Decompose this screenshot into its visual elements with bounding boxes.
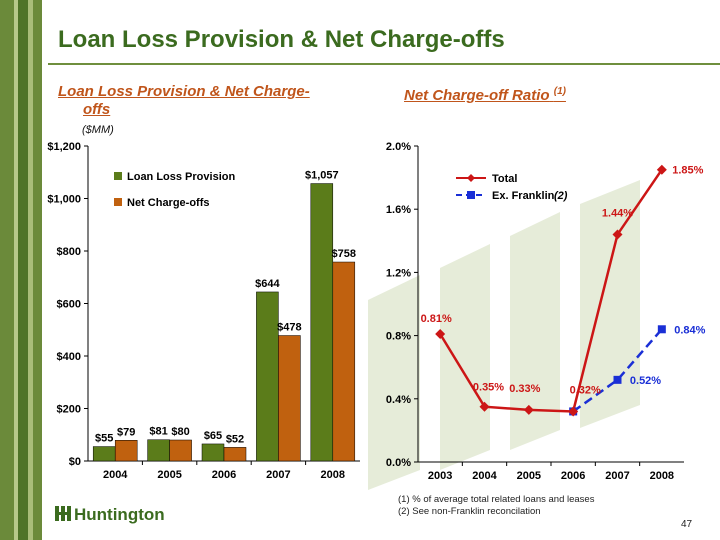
- chargeoff-bar: [169, 439, 192, 462]
- total-point: [435, 329, 446, 340]
- bar-data-label: $79: [117, 426, 135, 438]
- chargeoff-bar: [332, 261, 356, 462]
- total-point: [656, 164, 667, 175]
- total-point: [479, 401, 490, 412]
- total-series-line: [439, 168, 663, 413]
- bar-data-label: $81: [149, 426, 167, 438]
- bar-data-label: $478: [277, 322, 301, 334]
- page-number: 47: [681, 519, 693, 530]
- footnote-1: (1) % of average total related loans and…: [398, 494, 595, 505]
- left-decorative-stripe: [14, 0, 18, 540]
- chargeoff-bar: [278, 335, 301, 462]
- bar-y-tick-label: $1,200: [47, 141, 81, 153]
- left-decorative-stripe: [33, 0, 42, 540]
- ex-franklin-data-label: 0.84%: [674, 324, 705, 336]
- huntington-logo-text: Huntington: [74, 505, 165, 524]
- left-chart-subtitle: Loan Loss Provision & Net Charge- offs: [58, 83, 348, 119]
- bar-legend-label: Net Charge-offs: [127, 197, 210, 209]
- line-y-tick-label: 1.2%: [386, 267, 411, 279]
- line-y-tick-label: 1.6%: [386, 204, 411, 216]
- bar-y-tick-label: $0: [69, 456, 81, 468]
- bar-data-label: $52: [226, 433, 244, 445]
- bar-data-label: $65: [204, 430, 222, 442]
- title-divider: [48, 63, 720, 65]
- line-legend-exf-marker: [467, 191, 475, 199]
- chargeoff-bar: [223, 447, 247, 462]
- bar-y-tick-label: $1,000: [47, 194, 81, 206]
- bar-y-tick-label: $800: [57, 246, 81, 258]
- total-data-label: 0.81%: [421, 313, 452, 325]
- line-legend-exf-label: Ex. Franklin: [492, 190, 555, 202]
- footnotes: (1) % of average total related loans and…: [398, 494, 594, 518]
- left-decorative-stripe: [28, 0, 33, 540]
- total-data-label: 0.33%: [509, 383, 540, 395]
- bar-legend-swatch: [114, 198, 122, 206]
- line-y-tick-label: 0.0%: [386, 457, 411, 469]
- huntington-logo-icon: [55, 506, 71, 521]
- left-decorative-stripe: [18, 0, 28, 540]
- line-x-tick-label: 2008: [650, 470, 674, 482]
- bar-x-tick-label: 2008: [321, 469, 345, 481]
- right-chart-subtitle: Net Charge-off Ratio (1): [404, 83, 566, 105]
- total-data-label: 0.35%: [473, 382, 504, 394]
- line-legend-total-marker: [467, 174, 475, 182]
- left-chart-subtitle-line2: offs: [83, 101, 111, 118]
- left-chart-subtitle-line1: Loan Loss Provision & Net Charge-: [58, 83, 310, 100]
- line-x-tick-label: 2004: [472, 470, 497, 482]
- right-chart-subtitle-ref: (1): [553, 86, 566, 97]
- line-y-tick-label: 0.8%: [386, 331, 411, 343]
- chargeoff-bar: [114, 440, 138, 462]
- bar-y-tick-label: $600: [57, 299, 81, 311]
- bar-legend-label: Loan Loss Provision: [127, 171, 235, 183]
- ex-franklin-data-label: 0.52%: [630, 375, 661, 387]
- ex-franklin-point: [657, 325, 666, 334]
- ex-franklin-series-line: [572, 328, 663, 413]
- bar-data-label: $55: [95, 433, 113, 445]
- line-legend-total-label: Total: [492, 173, 517, 185]
- line-x-tick-label: 2006: [561, 470, 585, 482]
- bar-data-label: $80: [171, 426, 189, 438]
- right-chart-subtitle-text: Net Charge-off Ratio: [404, 87, 550, 104]
- total-point: [523, 404, 534, 415]
- units-label: ($MM): [82, 124, 114, 136]
- left-decorative-stripe: [0, 0, 14, 540]
- line-y-tick-label: 2.0%: [386, 141, 411, 153]
- page-title: Loan Loss Provision & Net Charge-offs: [58, 26, 505, 53]
- bar-y-tick-label: $200: [57, 404, 81, 416]
- bar-legend-swatch: [114, 172, 122, 180]
- bar-data-label: $1,057: [305, 170, 339, 182]
- total-data-label: 1.85%: [672, 165, 703, 177]
- line-legend-exf-ref: (2): [554, 190, 568, 202]
- line-x-tick-label: 2003: [428, 470, 452, 482]
- total-point: [612, 229, 623, 240]
- line-x-tick-label: 2007: [605, 470, 629, 482]
- bar-y-tick-label: $400: [57, 351, 81, 363]
- bar-data-label: $644: [255, 278, 280, 290]
- footnote-2: (2) See non-Franklin reconcilation: [398, 506, 541, 517]
- bar-x-tick-label: 2005: [157, 469, 181, 481]
- line-y-tick-label: 0.4%: [386, 394, 411, 406]
- total-data-label: 0.32%: [570, 384, 601, 396]
- bar-x-tick-label: 2004: [103, 469, 128, 481]
- bar-data-label: $758: [332, 248, 356, 260]
- ex-franklin-point: [613, 375, 622, 384]
- bar-x-tick-label: 2007: [266, 469, 290, 481]
- line-x-tick-label: 2005: [517, 470, 541, 482]
- total-point: [568, 406, 579, 417]
- bar-x-tick-label: 2006: [212, 469, 236, 481]
- total-data-label: 1.44%: [602, 207, 633, 219]
